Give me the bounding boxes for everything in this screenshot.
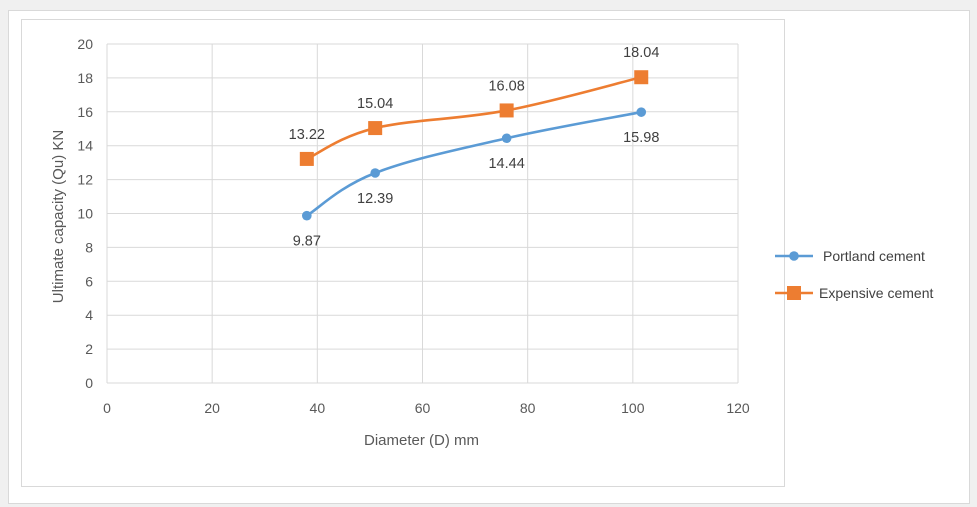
y-tick-label: 2	[85, 341, 93, 357]
chart-area	[21, 19, 785, 487]
y-tick-label: 14	[77, 138, 93, 154]
gridlines	[106, 43, 739, 384]
data-label: 13.22	[289, 127, 325, 143]
y-axis-title: Ultimate capacity (Qu) KN	[50, 130, 67, 303]
data-label: 14.44	[488, 156, 524, 172]
data-label: 12.39	[357, 191, 393, 207]
y-tick-label: 20	[77, 36, 93, 52]
x-tick-label: 40	[310, 400, 326, 416]
data-point	[634, 70, 649, 85]
y-tick-label: 12	[77, 172, 93, 188]
data-label: 16.08	[488, 78, 524, 94]
data-point	[368, 121, 383, 136]
x-tick-label: 0	[103, 400, 111, 416]
data-point	[501, 133, 512, 144]
data-label: 18.04	[623, 45, 659, 61]
series-line-portland	[306, 110, 642, 217]
y-tick-label: 10	[77, 206, 93, 222]
data-point	[499, 103, 514, 118]
x-tick-label: 60	[415, 400, 431, 416]
x-axis-title: Diameter (D) mm	[364, 432, 479, 449]
x-tick-label: 100	[621, 400, 645, 416]
y-tick-label: 6	[85, 273, 93, 289]
data-label: 15.04	[357, 96, 393, 112]
y-tick-label: 0	[85, 375, 93, 391]
data-point	[636, 107, 647, 117]
data-label: 15.98	[623, 130, 659, 146]
legend: Portland cement Expensive cement	[775, 248, 934, 301]
legend-entry: Expensive cement	[819, 285, 934, 301]
series-line-expensive	[306, 75, 642, 161]
x-tick-label: 20	[204, 400, 220, 416]
legend-marker	[789, 251, 799, 261]
y-tick-label: 4	[85, 307, 93, 323]
axis-ticks: 0 2 4 6 8 10 12 14 16 18 20 0 20 40 60 80 100 120	[77, 36, 749, 416]
legend-marker	[787, 286, 801, 300]
x-tick-label: 80	[520, 400, 536, 416]
data-point	[302, 210, 312, 221]
x-tick-label: 120	[726, 400, 750, 416]
data-point	[370, 168, 380, 178]
data-label: 9.87	[293, 234, 321, 250]
series-group: 9.87 12.39 14.44 15.98 13.22 15.04 16.08 18.04	[289, 45, 660, 249]
y-tick-label: 8	[85, 239, 93, 255]
legend-entry: Portland cement	[823, 248, 925, 264]
y-tick-label: 18	[77, 70, 93, 86]
y-tick-label: 16	[77, 104, 93, 120]
data-point	[299, 151, 314, 166]
